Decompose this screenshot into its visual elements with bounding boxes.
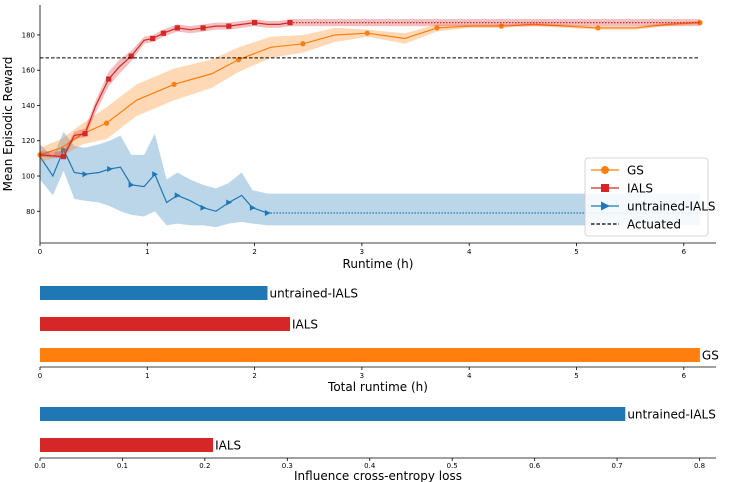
untrained-IALS-confidence-band — [40, 131, 268, 228]
reward-chart: 0 1 2 3 4 5 6 80 100 120 140 160 180 Runtime (h) Mean … — [1, 5, 716, 271]
y-tick-label: 160 — [22, 67, 35, 75]
x-tick-label: 0 — [38, 248, 42, 256]
GS-point — [103, 120, 110, 126]
untrained-IALS-point — [107, 165, 113, 172]
bar-untrained-IALS — [40, 407, 626, 421]
GS-point — [697, 20, 703, 26]
y-tick-label: 120 — [22, 137, 35, 145]
x-tick-label: 0.8 — [694, 462, 705, 470]
y-axis-label: Mean Episodic Reward — [1, 57, 15, 192]
IALS-point — [287, 20, 293, 26]
x-tick-label: 0.1 — [117, 462, 128, 470]
y-tick-label: 140 — [22, 102, 35, 110]
GS-confidence-band — [40, 20, 700, 162]
x-axis-label: Total runtime (h) — [327, 380, 428, 394]
x-tick-label: 0.3 — [282, 462, 293, 470]
untrained-IALS-point — [200, 204, 207, 211]
untrained-IALS-point — [226, 199, 233, 206]
bar-label-IALS: IALS — [215, 439, 241, 453]
bar-GS — [40, 348, 700, 362]
IALS-point — [200, 25, 206, 31]
untrained-IALS-point — [128, 181, 135, 188]
GS-point — [171, 81, 177, 87]
y-tick-label: 80 — [26, 208, 35, 216]
bar-label-untrained-IALS: untrained-IALS — [269, 287, 358, 301]
IALS-point — [160, 30, 166, 36]
x-tick-label: 3 — [360, 372, 364, 380]
legend-label-Actuated: Actuated — [627, 218, 681, 232]
untrained-IALS-point — [61, 146, 67, 153]
untrained-IALS-point — [152, 171, 159, 178]
IALS-point — [61, 154, 67, 160]
legend-marker-IALS — [601, 184, 609, 192]
legend-label-GS: GS — [627, 164, 644, 178]
GS-point — [364, 30, 370, 36]
bar-label-GS: GS — [702, 349, 719, 363]
IALS-point — [252, 20, 258, 26]
GS-point — [300, 41, 306, 47]
GS-point — [595, 25, 601, 31]
series-GS — [37, 20, 703, 162]
bar-label-IALS: IALS — [292, 318, 318, 332]
untrained-IALS-point — [249, 204, 256, 211]
IALS-point — [106, 76, 112, 82]
x-tick-label: 6 — [682, 372, 687, 380]
legend-label-untrained-IALS: untrained-IALS — [627, 200, 716, 214]
y-tick-label: 180 — [22, 31, 35, 39]
runtime-bar-chart: untrained-IALS IALS GS 0 1 2 3 4 5 6 Total runtime… — [38, 286, 719, 394]
legend-box — [584, 157, 709, 237]
x-tick-label: 6 — [682, 248, 687, 256]
IALS-point — [150, 35, 156, 42]
IALS-point — [226, 23, 232, 29]
untrained-IALS-point — [264, 210, 271, 217]
untrained-IALS-point — [174, 192, 181, 199]
x-tick-label: 5 — [574, 372, 578, 380]
x-tick-label: 0.4 — [364, 462, 376, 470]
x-tick-label: 2 — [252, 248, 256, 256]
x-tick-label: 0 — [38, 372, 42, 380]
GS-point — [498, 23, 504, 29]
x-tick-label: 4 — [467, 248, 472, 256]
loss-bar-chart: untrained-IALS IALS 0.0 0.1 0.2 0.3 0.4 0.5 0.6 0… — [34, 407, 716, 482]
IALS-point — [128, 53, 134, 59]
x-tick-label: 2 — [252, 372, 256, 380]
x-tick-label: 0.5 — [447, 462, 458, 470]
untrained-IALS-point — [82, 171, 89, 178]
bar-IALS — [40, 438, 214, 452]
x-tick-label: 0.7 — [612, 462, 623, 470]
IALS-point — [174, 25, 180, 31]
GS-line — [39, 22, 700, 156]
IALS-point — [82, 131, 88, 137]
legend: GS IALS untrained-IALS Actuated — [584, 157, 716, 237]
y-tick-label: 100 — [22, 173, 35, 181]
x-tick-label: 0.0 — [34, 462, 45, 470]
x-tick-label: 0.6 — [529, 462, 541, 470]
legend-label-IALS: IALS — [627, 182, 653, 196]
x-axis-label: Runtime (h) — [343, 257, 414, 271]
bar-label-untrained-IALS: untrained-IALS — [627, 408, 716, 422]
x-tick-label: 1 — [145, 248, 149, 256]
legend-marker-GS — [601, 166, 609, 174]
legend-marker-untrained-IALS — [601, 201, 610, 211]
series-IALS — [39, 19, 700, 160]
x-tick-label: 4 — [467, 372, 472, 380]
bar-untrained-IALS — [40, 286, 268, 300]
GS-point — [434, 25, 440, 31]
x-axis-label: Influence cross-entropy loss — [294, 469, 462, 482]
bar-IALS — [40, 317, 291, 331]
x-tick-label: 1 — [145, 372, 149, 380]
x-tick-label: 0.2 — [199, 462, 210, 470]
x-tick-label: 5 — [574, 248, 578, 256]
x-tick-label: 3 — [360, 248, 364, 256]
